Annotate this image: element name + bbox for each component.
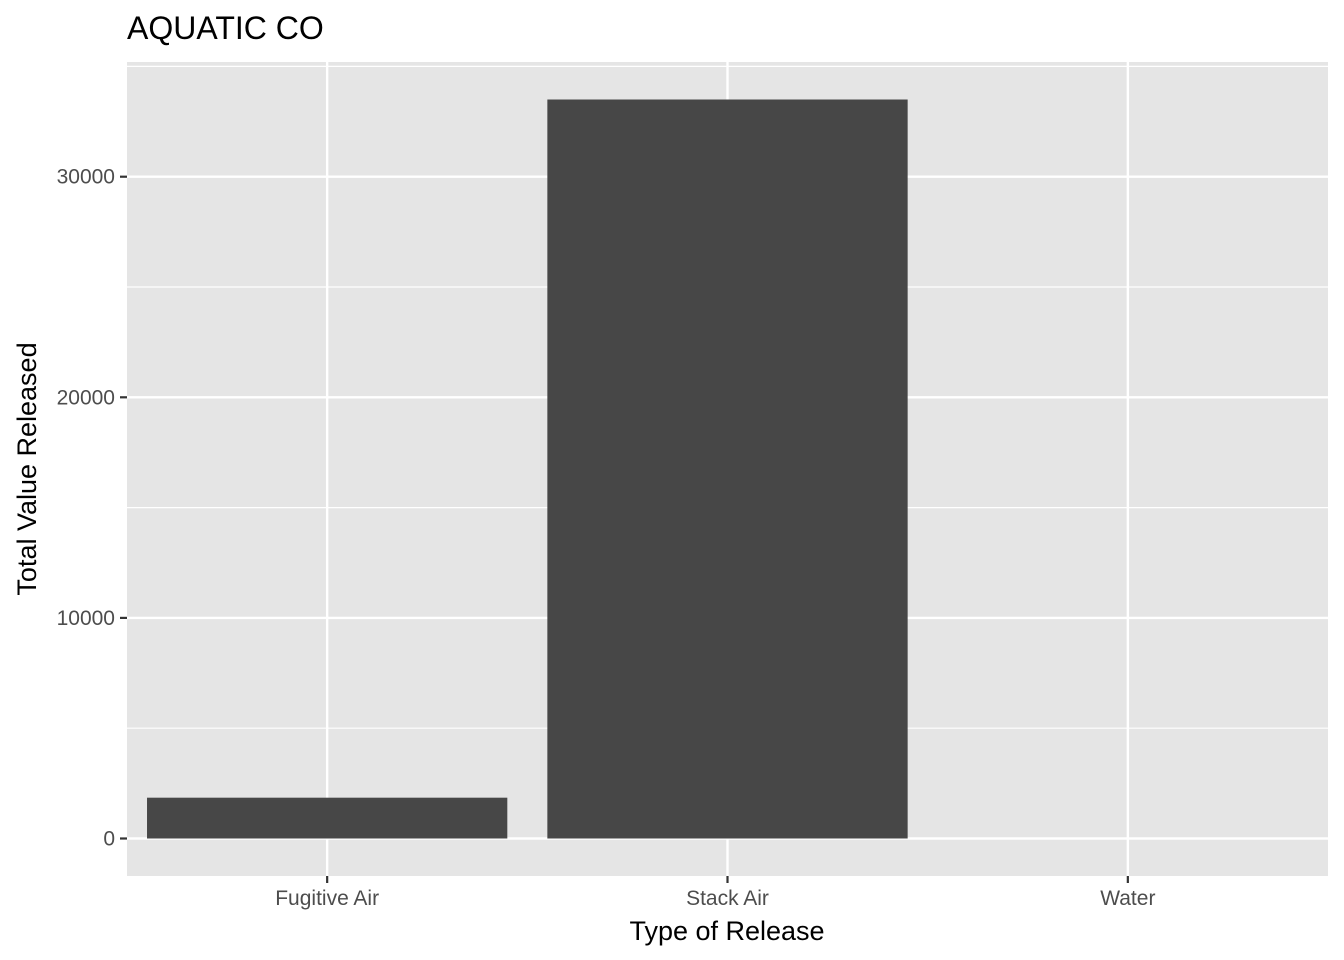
y-tick-label: 10000 (57, 607, 115, 630)
x-axis-title: Type of Release (629, 916, 824, 946)
y-tick-label: 30000 (57, 166, 115, 189)
x-tick-label: Fugitive Air (275, 887, 379, 910)
chart-title: AQUATIC CO (127, 10, 324, 46)
bar-fugitive-air (147, 797, 508, 839)
y-axis-title: Total Value Released (12, 342, 42, 595)
y-tick-label: 0 (103, 827, 115, 850)
y-axis-ticks: 0 10000 20000 30000 (57, 166, 127, 850)
bar-stack-air (547, 99, 908, 839)
x-tick-label: Stack Air (686, 887, 769, 910)
x-axis-ticks: Fugitive Air Stack Air Water (275, 876, 1155, 910)
y-tick-label: 20000 (57, 386, 115, 409)
x-tick-label: Water (1100, 887, 1155, 910)
bars (147, 99, 908, 839)
